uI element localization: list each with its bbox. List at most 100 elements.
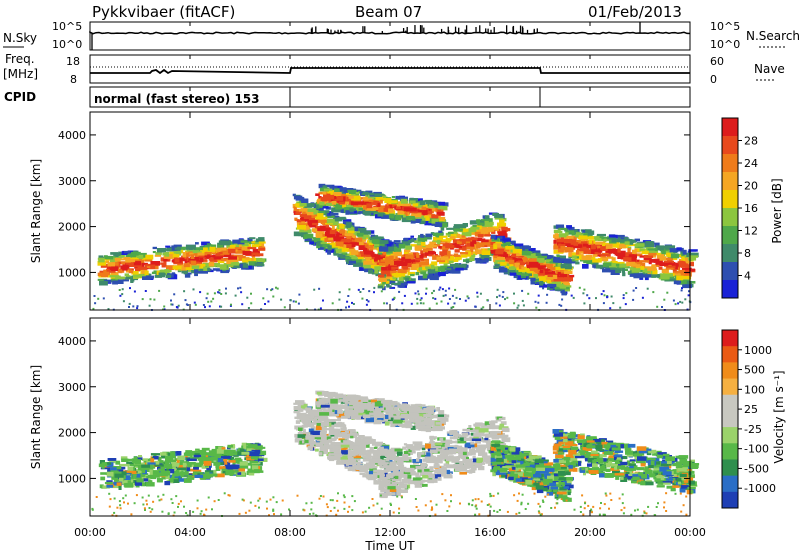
echo-cell — [545, 259, 552, 263]
echo-cell — [353, 445, 359, 449]
echo-cell — [297, 432, 307, 436]
echo-cell — [312, 442, 322, 445]
nave-tick-0: 0 — [710, 73, 717, 86]
echo-cell — [128, 306, 130, 308]
echo-cell — [221, 253, 232, 258]
echo-cell — [488, 457, 493, 460]
echo-cell — [374, 266, 383, 270]
echo-cell — [299, 203, 307, 207]
echo-cell — [442, 267, 446, 271]
echo-cell — [453, 436, 459, 440]
echo-cell — [327, 251, 331, 255]
echo-cell — [144, 259, 153, 262]
echo-cell — [175, 473, 182, 476]
echo-cell — [208, 305, 211, 308]
echo-cell — [302, 428, 306, 433]
echo-cell — [536, 258, 545, 263]
echo-cell — [681, 287, 683, 290]
echo-cell — [178, 478, 187, 482]
echo-cell — [190, 260, 197, 266]
echo-cell — [602, 290, 605, 293]
echo-cell — [120, 254, 125, 258]
echo-cell — [612, 302, 615, 305]
echo-cell — [346, 188, 351, 191]
echo-cell — [385, 259, 391, 264]
echo-cell — [322, 191, 327, 195]
echo-cell — [431, 292, 434, 295]
echo-cell — [320, 239, 327, 245]
echo-cell — [425, 233, 433, 237]
echo-cell — [100, 272, 108, 278]
echo-cell — [458, 454, 469, 459]
echo-cell — [674, 303, 677, 306]
echo-cell — [423, 204, 428, 207]
echo-cell — [465, 442, 475, 448]
echo-cell — [392, 468, 399, 474]
echo-cell — [317, 241, 321, 245]
echo-cell — [673, 280, 681, 285]
echo-cell — [221, 265, 227, 270]
echo-cell — [377, 285, 383, 289]
echo-cell — [369, 446, 374, 451]
echo-cell — [362, 209, 372, 215]
echo-cell — [499, 219, 505, 225]
echo-cell — [445, 464, 456, 469]
echo-cell — [200, 473, 208, 478]
echo-cell — [297, 434, 306, 438]
echo-cell — [327, 239, 334, 243]
echo-cell — [368, 199, 377, 203]
nave-label: Nave — [754, 62, 785, 76]
echo-cell — [655, 260, 660, 265]
echo-cell — [395, 215, 402, 221]
echo-cell — [428, 307, 431, 310]
echo-cell — [266, 288, 269, 291]
echo-cell — [187, 458, 197, 461]
echo-cell — [224, 464, 233, 470]
echo-cell — [570, 294, 573, 297]
echo-cell — [382, 465, 390, 468]
echo-cell — [133, 261, 142, 266]
echo-cell — [173, 244, 182, 248]
echo-cell — [419, 200, 426, 206]
echo-cell — [149, 298, 152, 301]
echo-cell — [389, 488, 397, 492]
echo-cell — [648, 252, 657, 256]
echo-cell — [326, 190, 333, 196]
echo-cell — [501, 434, 509, 438]
echo-cell — [459, 238, 466, 242]
echo-cell — [398, 243, 405, 249]
echo-cell — [425, 266, 430, 269]
echo-cell — [469, 257, 475, 261]
echo-cell — [636, 266, 645, 270]
echo-cell — [588, 297, 591, 300]
echo-cell — [624, 241, 630, 245]
echo-cell — [394, 246, 398, 252]
echo-cell — [107, 458, 117, 461]
echo-cell — [586, 245, 591, 249]
echo-cell — [391, 273, 396, 276]
echo-cell — [119, 476, 124, 482]
echo-cell — [353, 262, 363, 267]
echo-cell — [651, 274, 661, 278]
echo-cell — [325, 225, 330, 229]
echo-cell — [371, 458, 381, 464]
echo-cell — [307, 211, 315, 216]
echo-cell — [126, 461, 137, 465]
echo-cell — [353, 447, 362, 452]
echo-cell — [123, 257, 133, 260]
echo-cell — [500, 421, 507, 425]
echo-cell — [174, 246, 182, 250]
echo-cell — [235, 256, 242, 260]
echo-cell — [136, 305, 139, 308]
echo-cell — [629, 239, 634, 244]
echo-cell — [616, 261, 625, 265]
echo-cell — [405, 277, 409, 282]
echo-cell — [577, 248, 581, 252]
echo-cell — [128, 302, 131, 305]
echo-cell — [512, 248, 523, 254]
echo-cell — [233, 254, 244, 258]
echo-cell — [179, 471, 189, 476]
echo-cell — [397, 210, 404, 215]
echo-cell — [155, 252, 162, 255]
echo-cell — [201, 241, 210, 246]
